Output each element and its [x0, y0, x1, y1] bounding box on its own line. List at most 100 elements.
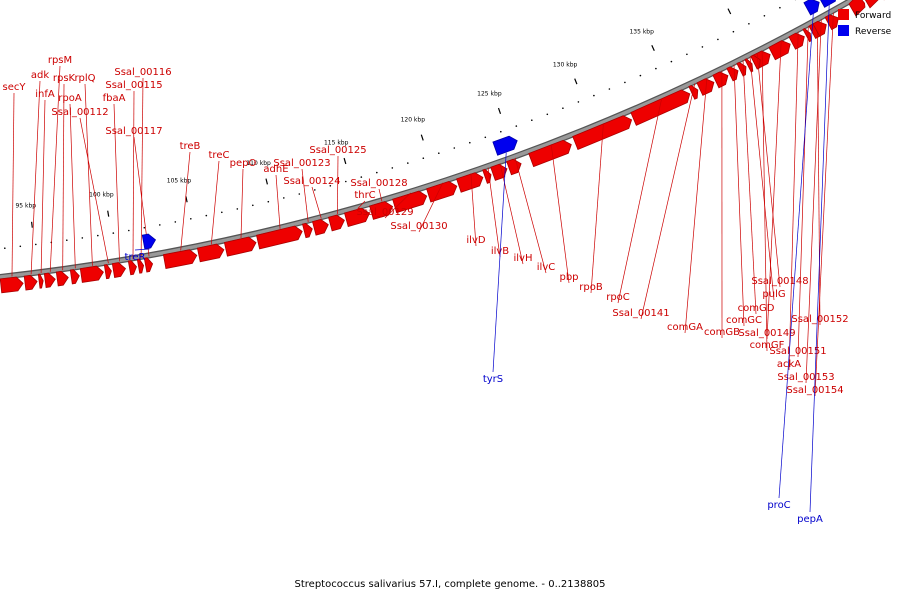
minor-tick [624, 81, 626, 84]
gene-label-line [40, 99, 46, 274]
gene-label-Ssal_00154: Ssal_00154 [786, 385, 843, 396]
minor-tick [593, 94, 595, 97]
minor-tick [701, 46, 704, 48]
backbone-edge [0, 0, 858, 280]
minor-tick [453, 147, 456, 149]
tick-label: 130 kbp [553, 61, 578, 68]
gene-rpoB [572, 115, 633, 151]
minor-tick [143, 226, 146, 229]
gene-rplQ [79, 265, 104, 283]
gene-Ssal_00117 [143, 257, 154, 273]
tick-label: 95 kbp [15, 202, 36, 209]
gene-label-Ssal_00112: Ssal_00112 [51, 107, 108, 118]
minor-tick [670, 60, 673, 63]
gene-Ssal_00124 [312, 218, 329, 236]
gene-label-line [140, 77, 144, 258]
gene-label-tyrS: tyrS [483, 374, 503, 385]
gene-label-line [180, 151, 191, 251]
tick-label: 135 kbp [629, 28, 654, 35]
gene-ackA [788, 32, 805, 50]
minor-tick [500, 130, 502, 133]
gene-treB [162, 249, 198, 269]
gene-label-Ssal_00116: Ssal_00116 [114, 67, 171, 78]
gene-label-line [590, 123, 604, 294]
gene-label-Ssal_00152: Ssal_00152 [791, 314, 848, 325]
gene-Ssal_00130 [426, 180, 458, 203]
minor-tick [97, 234, 99, 237]
minor-tick [329, 185, 332, 187]
minor-tick [4, 247, 6, 249]
minor-tick [252, 204, 254, 207]
gene-label-pulG: pulG [762, 289, 785, 300]
gene-Ssal_00154 [824, 14, 839, 31]
tick-label: 120 kbp [401, 117, 426, 124]
tick-label: 110 kbp [246, 160, 271, 167]
minor-tick [531, 119, 533, 121]
minor-tick [732, 30, 735, 33]
gene-label-Ssal_00141: Ssal_00141 [612, 308, 669, 319]
gene-label-line [384, 192, 411, 219]
gene-label-Ssal_00125: Ssal_00125 [309, 145, 366, 156]
legend-reverse-swatch [838, 25, 849, 36]
gene-Ssal_00116 [136, 258, 145, 274]
legend-forward-swatch [838, 9, 849, 20]
major-tick [651, 44, 655, 51]
gene-label-line [378, 188, 383, 202]
gene-label-line [69, 103, 76, 269]
gene-label-line [311, 186, 322, 219]
minor-tick [112, 232, 115, 234]
gene-label-ilvH: ilvH [514, 253, 533, 264]
gene-label-line [684, 77, 708, 334]
minor-tick [717, 38, 719, 41]
gene-label-line [809, 4, 830, 513]
gene-comGB [712, 71, 729, 89]
minor-tick [128, 229, 130, 232]
gene-label-treB: treB [180, 141, 201, 152]
backbone [0, 0, 856, 279]
minor-tick [283, 197, 285, 199]
gene-label-proC: proC [767, 500, 790, 511]
gene-label-adhE: adhE [263, 164, 288, 175]
gene-pbp [528, 139, 572, 168]
gene-treR [141, 233, 157, 250]
gene-label-Ssal_00123: Ssal_00123 [273, 158, 330, 169]
gene-label-line [418, 182, 444, 233]
gene-Ssal_00141 [688, 84, 699, 100]
minor-tick [422, 157, 425, 159]
gene-label-adk: adk [31, 70, 49, 81]
gene-label-line [814, 12, 834, 397]
gene-label-Ssal_00124: Ssal_00124 [283, 176, 340, 187]
gene-comGC [726, 66, 739, 82]
gene-label-line [210, 160, 220, 245]
gene-label-line [79, 117, 109, 264]
minor-tick [236, 208, 239, 210]
gene-Ssal_00149 [768, 40, 791, 61]
gene-Ssal_00125 [328, 214, 345, 232]
minor-tick [407, 162, 409, 164]
gene-label-rpoA: rpoA [58, 93, 82, 104]
minor-tick [81, 237, 84, 239]
minor-tick [763, 15, 766, 17]
gene-rpoA [69, 269, 80, 285]
gene-label-pepO: pepO [230, 158, 257, 169]
gene-comGD [736, 61, 747, 77]
gene-label-line [766, 40, 782, 340]
gene-label-line [733, 64, 745, 327]
gene-label-rplQ: rplQ [74, 73, 95, 84]
gene-label-rpsK: rpsK [53, 73, 76, 84]
minor-tick [748, 23, 750, 25]
gene-label-line [11, 92, 15, 277]
genes: secY adk infA rpsM rpsK rpoA rplQ Ssal_00112 fba… [0, 0, 885, 525]
minor-tick [469, 141, 471, 144]
gene-proC [803, 0, 820, 16]
minor-tick [190, 218, 192, 220]
gene-label-line [132, 90, 135, 260]
minor-tick [686, 53, 688, 56]
gene-label-thrC: thrC [354, 190, 375, 201]
gene-label-pbp: pbp [559, 272, 578, 283]
gene-label-line [788, 31, 799, 371]
minor-tick [360, 176, 363, 178]
gene-label-line [62, 83, 65, 271]
gene-label-line [805, 19, 822, 384]
